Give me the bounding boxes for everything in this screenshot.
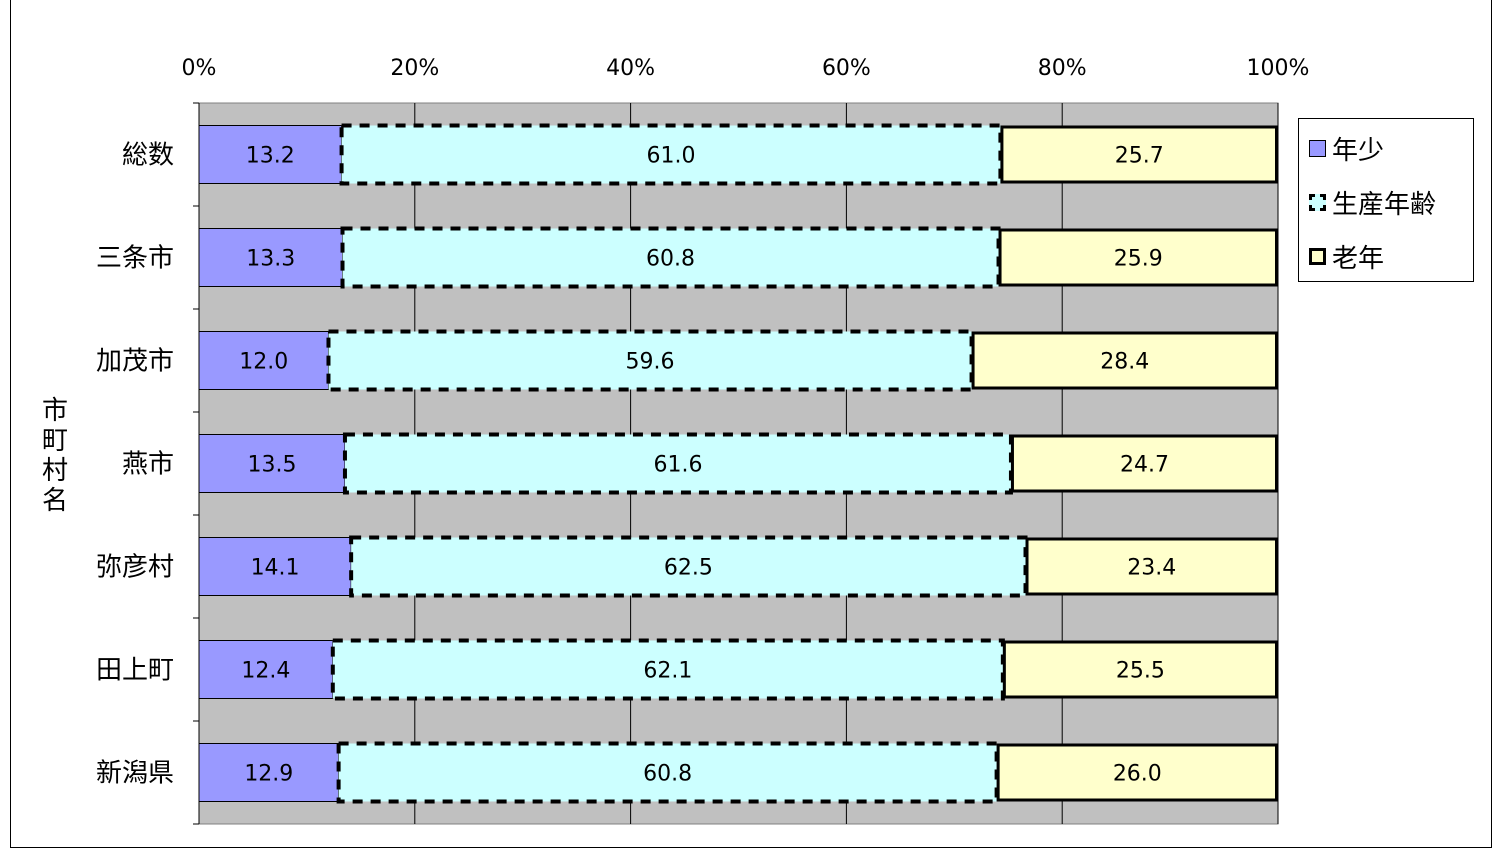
bar-segment	[330, 638, 1005, 701]
data-label: 25.7	[1115, 144, 1164, 169]
category-label: 加茂市	[96, 347, 174, 377]
x-tick-label: 40%	[606, 56, 655, 81]
legend-item: 年少	[1309, 133, 1384, 166]
legend-swatch	[1309, 193, 1326, 211]
category-label: 総数	[122, 141, 174, 171]
bar-segment	[198, 434, 346, 493]
x-tick-label: 100%	[1247, 56, 1310, 81]
data-label: 12.0	[239, 350, 288, 375]
category-label: 三条市	[96, 244, 174, 274]
category-label: 燕市	[122, 450, 174, 480]
data-label: 60.8	[643, 762, 692, 787]
data-label: 61.6	[653, 453, 702, 478]
bar-segment	[349, 535, 1028, 598]
bar-segment	[198, 331, 329, 390]
bar-segment	[339, 123, 1003, 186]
data-label: 28.4	[1100, 350, 1149, 375]
bar-segment	[198, 125, 343, 184]
category-label: 新潟県	[96, 759, 174, 789]
data-label: 13.5	[247, 453, 296, 478]
legend-label: 生産年齢	[1332, 189, 1437, 220]
bar-segment	[326, 329, 974, 392]
data-label: 14.1	[251, 556, 300, 581]
x-tick-label: 60%	[822, 56, 871, 81]
legend-label: 年少	[1332, 135, 1385, 166]
data-label: 25.9	[1114, 247, 1163, 272]
bar-segment	[971, 331, 1279, 390]
bar-segment	[198, 640, 334, 699]
bar-segment	[996, 743, 1278, 802]
data-label: 59.6	[626, 350, 675, 375]
bar-segment	[1025, 537, 1279, 596]
data-label: 24.7	[1120, 453, 1169, 478]
x-tick-label: 80%	[1038, 56, 1087, 81]
data-label: 62.5	[664, 556, 713, 581]
data-label: 62.1	[643, 659, 692, 684]
bar-segment	[1002, 640, 1278, 699]
x-tick-label: 20%	[390, 56, 439, 81]
legend-swatch	[1309, 247, 1326, 265]
bar-segment	[342, 432, 1013, 495]
x-tick-label: 0%	[182, 56, 217, 81]
data-label: 60.8	[646, 247, 695, 272]
data-label: 61.0	[647, 144, 696, 169]
data-label: 13.2	[246, 144, 295, 169]
y-axis-title: 市町村名	[41, 396, 68, 516]
data-label: 13.3	[246, 247, 295, 272]
category-label: 弥彦村	[96, 553, 174, 583]
data-label: 26.0	[1113, 762, 1162, 787]
bar-segment	[198, 743, 340, 802]
bar-segment	[198, 228, 344, 287]
bar-segment	[1010, 434, 1278, 493]
legend-item: 生産年齢	[1309, 187, 1436, 220]
data-label: 25.5	[1116, 659, 1165, 684]
bar-segment	[998, 228, 1278, 287]
data-label: 12.4	[241, 659, 290, 684]
legend-swatch	[1309, 139, 1326, 157]
legend: 年少 生産年齢 老年	[1298, 118, 1474, 282]
data-label: 23.4	[1127, 556, 1176, 581]
data-label: 12.9	[244, 762, 293, 787]
bar-segment	[340, 226, 1001, 289]
legend-item: 老年	[1309, 241, 1384, 274]
legend-label: 老年	[1332, 243, 1385, 274]
bar-segment	[1000, 125, 1278, 184]
category-label: 田上町	[96, 656, 174, 686]
bar-segment	[198, 537, 352, 596]
